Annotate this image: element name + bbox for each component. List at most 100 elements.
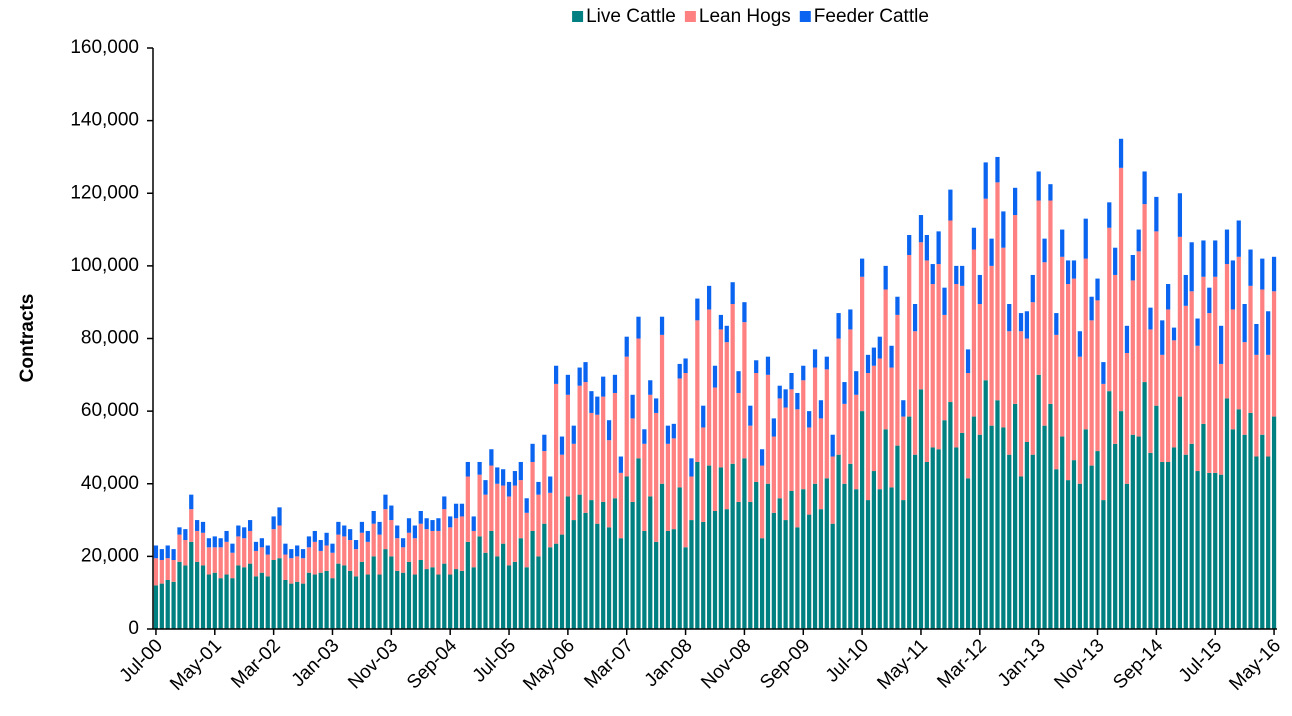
bar-segment — [930, 284, 935, 448]
bar-segment — [854, 394, 859, 490]
bar-segment — [830, 523, 835, 629]
bar-segment — [1166, 284, 1171, 310]
bar-segment — [1118, 138, 1124, 168]
bar-segment — [630, 394, 635, 419]
bar-segment — [1130, 254, 1135, 281]
bar-segment — [1113, 443, 1118, 629]
bar-segment — [442, 563, 447, 629]
bar-segment — [253, 550, 259, 577]
bar-segment — [606, 440, 612, 528]
bar-segment — [1177, 193, 1183, 237]
bar-segment — [283, 543, 288, 555]
bar-segment — [1201, 423, 1206, 629]
bar-segment — [1177, 396, 1183, 629]
bar-segment — [724, 342, 729, 510]
bar-segment — [330, 543, 335, 553]
bar-segment — [1095, 278, 1100, 301]
bar-segment — [701, 427, 706, 522]
bar-segment — [865, 500, 871, 629]
bar-segment — [1171, 340, 1177, 448]
bar-segment — [559, 436, 565, 455]
bar-segment — [895, 296, 900, 315]
bar-segment — [1101, 500, 1106, 629]
bar-segment — [177, 561, 182, 629]
bar-segment — [400, 572, 406, 629]
bar-segment — [654, 412, 659, 542]
bar-segment — [501, 485, 506, 544]
bar-segment — [265, 545, 270, 555]
bar-segment — [247, 520, 253, 531]
bar-segment — [1030, 302, 1035, 455]
bar-segment — [183, 540, 188, 566]
bar-segment — [253, 541, 259, 551]
bar-segment — [1160, 354, 1165, 462]
bar-segment — [1042, 238, 1047, 263]
bar-segment — [907, 254, 912, 417]
bar-segment — [818, 509, 824, 629]
bar-segment — [595, 396, 600, 415]
bar-segment — [801, 365, 806, 381]
bar-segment — [1118, 411, 1124, 629]
bar-segment — [936, 449, 941, 629]
bar-segment — [1060, 229, 1065, 257]
bar-segment — [918, 215, 924, 243]
bar-segment — [665, 425, 671, 444]
bar-segment — [1213, 240, 1218, 277]
bar-segment — [565, 394, 570, 497]
bar-segment — [1101, 362, 1106, 384]
bar-segment — [642, 530, 647, 629]
bar-segment — [695, 461, 700, 629]
bar-segment — [795, 527, 800, 629]
bar-segment — [1048, 200, 1053, 404]
bar-segment — [1071, 278, 1077, 461]
bar-segment — [200, 532, 206, 566]
bar-segment — [807, 411, 812, 428]
bar-segment — [448, 574, 453, 629]
bar-segment — [965, 478, 971, 629]
bar-segment — [777, 385, 782, 399]
bar-segment — [1042, 425, 1047, 629]
bar-segment — [618, 456, 623, 473]
bar-segment — [748, 501, 753, 629]
bar-segment — [1189, 291, 1194, 444]
bar-segment — [406, 518, 412, 533]
bar-segment — [1236, 256, 1241, 410]
bar-segment — [1195, 471, 1200, 629]
bar-segment — [348, 570, 353, 629]
bar-segment — [1213, 276, 1218, 473]
bar-segment — [1089, 320, 1094, 466]
bar-segment — [524, 512, 529, 568]
bar-segment — [730, 463, 735, 629]
legend-item: Live Cattle — [572, 6, 676, 27]
bar-segment — [1160, 461, 1165, 629]
bar-segment — [1254, 456, 1259, 629]
bar-segment — [789, 389, 794, 492]
bar-segment — [353, 540, 359, 550]
bar-segment — [1266, 456, 1271, 629]
bar-segment — [695, 320, 700, 462]
bar-segment — [995, 400, 1000, 629]
bar-segment — [312, 530, 317, 542]
bar-segment — [689, 476, 694, 521]
bar-segment — [1213, 472, 1218, 629]
bar-segment — [200, 521, 206, 533]
bar-segment — [860, 411, 865, 629]
bar-segment — [1007, 331, 1012, 455]
bar-segment — [1154, 196, 1159, 232]
bar-segment — [206, 547, 212, 575]
bar-segment — [883, 429, 888, 629]
bar-segment — [907, 235, 912, 255]
bar-segment — [1230, 429, 1235, 629]
bar-segment — [224, 574, 229, 629]
bar-segment — [1036, 200, 1041, 375]
bar-segment — [930, 447, 935, 629]
bar-segment — [395, 525, 400, 539]
bar-segment — [453, 518, 459, 570]
bar-segment — [989, 425, 994, 629]
bar-segment — [971, 227, 977, 250]
bar-segment — [983, 162, 988, 199]
bar-segment — [400, 538, 406, 548]
y-axis-label: Contracts — [17, 294, 38, 383]
bar-segment — [442, 496, 447, 510]
bar-segment — [1089, 465, 1094, 629]
